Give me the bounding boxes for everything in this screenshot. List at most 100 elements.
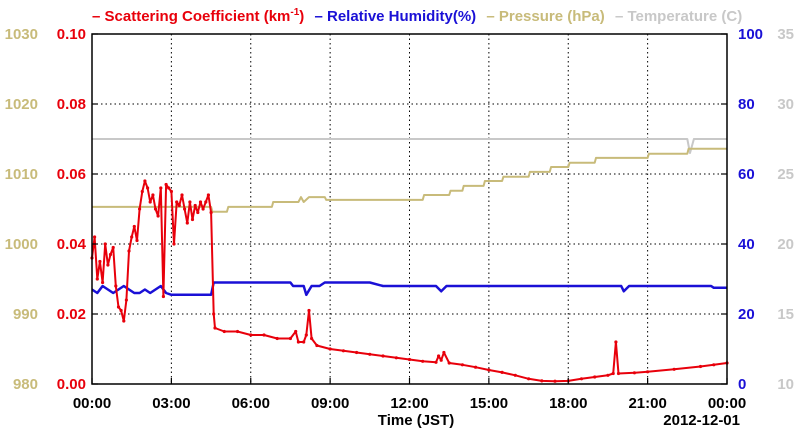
series-line-relative-humidity bbox=[91, 281, 727, 297]
legend-temperature-label: Temperature ( bbox=[627, 8, 726, 25]
scattering-tick-label: 0.06 bbox=[57, 166, 86, 183]
legend-humidity: – Relative Humidity(%) bbox=[314, 8, 476, 25]
data-point bbox=[235, 329, 240, 334]
data-point bbox=[108, 252, 113, 257]
x-tick-label: 18:00 bbox=[549, 395, 587, 412]
data-point bbox=[196, 210, 200, 215]
data-point bbox=[185, 221, 189, 225]
series-line-temperature bbox=[92, 138, 727, 154]
data-point bbox=[368, 352, 372, 356]
data-point bbox=[101, 280, 105, 285]
data-point bbox=[95, 277, 99, 281]
date-label: 2012-12-01 bbox=[663, 412, 740, 429]
pressure-tick-label: 990 bbox=[13, 306, 38, 323]
data-point bbox=[127, 249, 131, 253]
humidity-tick-label: 20 bbox=[738, 306, 755, 323]
data-point bbox=[148, 200, 152, 204]
data-point bbox=[222, 329, 226, 334]
pressure-axis: 980 990 1000 1010 1020 1030 bbox=[5, 26, 38, 393]
data-point bbox=[106, 263, 110, 267]
temperature-tick-label: 35 bbox=[777, 26, 794, 43]
data-point bbox=[164, 182, 168, 187]
data-point bbox=[288, 336, 292, 341]
temperature-tick-label: 30 bbox=[777, 96, 794, 113]
x-tick-label: 15:00 bbox=[470, 395, 508, 412]
data-point bbox=[132, 224, 136, 229]
data-point bbox=[209, 210, 213, 215]
x-tick-label: 12:00 bbox=[390, 395, 428, 412]
legend-scattering-label: Scattering Coefficient (km bbox=[105, 8, 291, 25]
data-point bbox=[124, 298, 128, 302]
data-point bbox=[304, 333, 308, 337]
data-point bbox=[579, 377, 584, 381]
data-point bbox=[381, 354, 385, 358]
data-point bbox=[198, 200, 203, 204]
data-point bbox=[122, 319, 126, 323]
data-point bbox=[177, 203, 181, 208]
data-point bbox=[421, 359, 425, 363]
data-point bbox=[212, 312, 216, 316]
data-point bbox=[153, 207, 158, 211]
data-point bbox=[249, 333, 253, 337]
data-point bbox=[275, 336, 279, 341]
series-layer bbox=[90, 138, 729, 383]
data-point bbox=[646, 370, 650, 374]
legend-dash-scattering: – bbox=[92, 8, 100, 25]
legend-pressure: – Pressure (hPa) bbox=[486, 8, 604, 25]
humidity-tick-label: 40 bbox=[738, 236, 755, 253]
data-point bbox=[206, 193, 210, 197]
humidity-tick-label: 60 bbox=[738, 166, 755, 183]
data-point bbox=[460, 363, 464, 367]
data-point bbox=[447, 361, 451, 365]
data-point bbox=[407, 357, 412, 362]
data-point bbox=[151, 193, 155, 197]
data-point bbox=[616, 371, 621, 376]
scattering-tick-label: 0.02 bbox=[57, 306, 86, 323]
pressure-tick-label: 1030 bbox=[5, 26, 38, 43]
legend-temperature-unit: C) bbox=[726, 8, 742, 25]
data-point bbox=[111, 245, 115, 250]
data-point bbox=[540, 379, 544, 383]
legend-pressure-label: Pressure (hPa) bbox=[499, 8, 605, 25]
data-point bbox=[175, 200, 179, 204]
data-point bbox=[114, 284, 118, 288]
legend-scattering: – Scattering Coefficient (km-1) bbox=[92, 7, 304, 25]
x-tick-label: 06:00 bbox=[232, 395, 270, 412]
data-point bbox=[487, 368, 491, 372]
data-point bbox=[119, 308, 123, 313]
data-point bbox=[442, 350, 446, 355]
data-point bbox=[593, 375, 597, 379]
data-point bbox=[310, 336, 314, 341]
temperature-tick-label: 10 bbox=[777, 376, 794, 393]
scattering-tick-label: 0.08 bbox=[57, 96, 86, 113]
data-point bbox=[611, 371, 615, 376]
pressure-tick-label: 1000 bbox=[5, 236, 38, 253]
data-point bbox=[156, 214, 160, 218]
legend: – Scattering Coefficient (km-1) – Relati… bbox=[92, 7, 742, 25]
data-point bbox=[434, 360, 438, 364]
legend-scattering-exponent: -1 bbox=[290, 7, 299, 18]
data-point bbox=[513, 373, 517, 377]
data-point bbox=[204, 200, 208, 204]
series-line-scattering-coefficient bbox=[91, 180, 728, 383]
data-point bbox=[439, 358, 443, 362]
data-point bbox=[159, 186, 163, 190]
x-tick-label: 21:00 bbox=[628, 395, 666, 412]
data-point bbox=[553, 379, 557, 383]
data-point bbox=[103, 242, 107, 246]
data-point bbox=[328, 347, 332, 351]
temperature-axis: 10 15 20 25 30 35 bbox=[777, 26, 794, 393]
data-point bbox=[213, 326, 217, 330]
data-point bbox=[138, 207, 142, 211]
pressure-tick-label: 980 bbox=[13, 376, 38, 393]
data-point bbox=[183, 207, 187, 211]
data-point bbox=[201, 207, 205, 211]
data-point bbox=[146, 186, 150, 190]
legend-dash-humidity: – bbox=[314, 8, 322, 25]
data-point bbox=[672, 367, 676, 371]
data-point bbox=[527, 377, 531, 381]
data-point bbox=[98, 259, 102, 264]
x-tick-label: 00:00 bbox=[73, 395, 111, 412]
temperature-tick-label: 20 bbox=[777, 236, 794, 253]
data-point bbox=[193, 203, 197, 208]
